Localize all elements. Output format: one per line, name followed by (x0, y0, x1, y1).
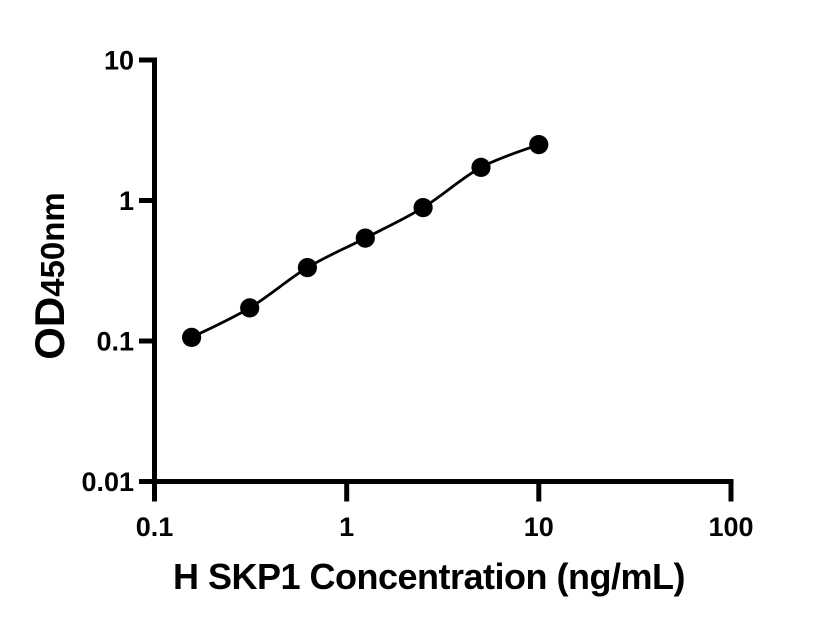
y-tick-label: 1 (119, 186, 134, 216)
data-point-marker (471, 157, 491, 177)
y-axis-title: OD450nm (26, 192, 73, 360)
x-tick-label: 0.1 (136, 512, 174, 542)
data-point-marker (297, 258, 317, 278)
x-tick-label: 1 (339, 512, 354, 542)
data-point-marker (529, 135, 549, 155)
data-point-marker (240, 298, 260, 318)
x-tick-label: 10 (524, 512, 554, 542)
ticks-group (139, 57, 734, 502)
y-axis-title-main: OD (26, 297, 73, 360)
series-group (182, 135, 549, 347)
y-tick-label: 0.1 (96, 327, 134, 357)
x-tick-label: 100 (708, 512, 753, 542)
axes-group (152, 57, 734, 484)
y-axis-title-sub: 450nm (34, 192, 71, 297)
y-tick-label: 0.01 (81, 467, 134, 497)
y-tick-label: 10 (104, 46, 134, 76)
data-point-marker (355, 228, 375, 248)
data-point-marker (182, 327, 202, 347)
x-axis-title: H SKP1 Concentration (ng/mL) (173, 556, 685, 597)
data-point-marker (413, 198, 433, 218)
